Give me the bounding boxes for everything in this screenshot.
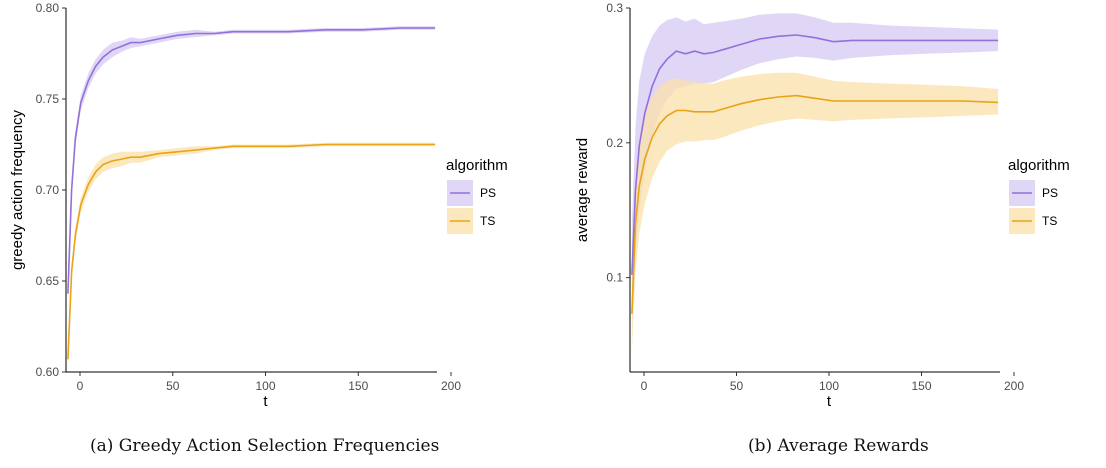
x-tick-label: 200 [1004,379,1024,393]
chart-b: 0 50 100 150 200 0.1 0.2 0.3 t average reward algo… [574,1,1070,410]
ribbon-ps [631,13,999,325]
y-tick-label: 0.3 [606,1,623,15]
legend-label-ts: TS [480,214,495,228]
series-line-ps [631,34,999,275]
y-tick-label: 0.1 [606,271,623,285]
y-axis-label: greedy action frequency [9,109,26,270]
x-tick-label: 50 [730,379,744,393]
series-line-ps [67,27,436,294]
legend: algorithm PS TS [446,157,508,234]
x-tick-label: 100 [819,379,839,393]
y-axis-label: average reward [574,138,591,242]
ribbon-ts [631,72,999,352]
x-tick-label: 100 [255,379,275,393]
ribbon-ts [67,142,436,365]
series-line-ts [631,94,999,315]
x-tick-label: 0 [77,379,84,393]
x-axis-label: t [263,393,268,410]
y-tick-label: 0.60 [36,365,60,379]
y-tick-label: 0.2 [606,136,623,150]
y-tick-label: 0.65 [36,274,60,288]
legend-label-ts: TS [1042,214,1057,228]
caption-a: (a) Greedy Action Selection Frequencies [90,436,440,456]
x-tick-label: 150 [348,379,368,393]
series-line-ts [67,143,436,360]
y-tick-label: 0.75 [36,92,60,106]
x-tick-label: 200 [441,379,461,393]
y-tick-label: 0.80 [36,1,60,15]
legend-label-ps: PS [480,186,496,200]
x-tick-label: 150 [911,379,931,393]
ribbon-ps [67,26,436,300]
x-tick-label: 50 [166,379,180,393]
caption-b: (b) Average Rewards [748,436,929,456]
x-tick-label: 0 [641,379,648,393]
legend-label-ps: PS [1042,186,1058,200]
legend: algorithm PS TS [1008,157,1070,234]
legend-title: algorithm [446,157,508,174]
y-tick-label: 0.70 [36,183,60,197]
x-axis-label: t [827,393,832,410]
chart-a: 0 50 100 150 200 0.60 0.65 0.70 0.75 0.80 t greedy … [9,1,508,410]
legend-title: algorithm [1008,157,1070,174]
